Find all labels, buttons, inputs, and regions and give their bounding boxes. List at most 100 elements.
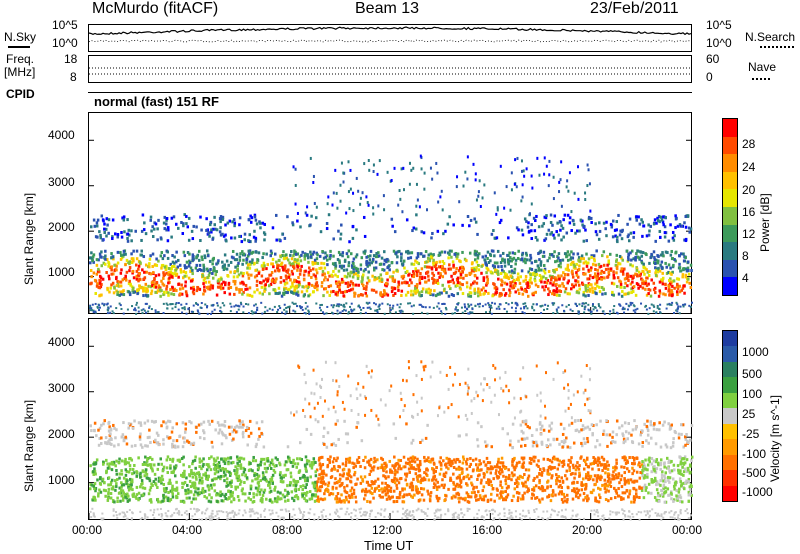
velocity-cell [214, 459, 218, 463]
power-cell [141, 286, 145, 290]
power-cell [516, 156, 519, 160]
power-cell [653, 258, 657, 262]
power-cell [171, 303, 174, 306]
power-cell [477, 268, 481, 272]
power-cell [184, 271, 188, 275]
power-cell [349, 305, 352, 308]
velocity-cell [139, 485, 142, 489]
power-cell [652, 304, 655, 307]
power-cell [600, 286, 604, 290]
power-cell [406, 269, 409, 273]
velocity-cell [575, 515, 578, 518]
power-cell [538, 274, 542, 278]
power-cell [278, 291, 281, 295]
velocity-cell [569, 459, 572, 463]
power-cell [585, 261, 589, 265]
power-cell [474, 220, 478, 224]
velocity-cell [280, 497, 283, 501]
velocity-cell [515, 478, 518, 482]
power-cell [173, 261, 176, 265]
power-cell [399, 252, 403, 256]
power-cell [667, 288, 671, 292]
power-cell [291, 284, 294, 288]
power-cell [673, 311, 676, 314]
velocity-cell [674, 511, 677, 514]
velocity-cell [510, 511, 513, 514]
power-cell [592, 254, 596, 258]
velocity-cell [150, 457, 154, 461]
velocity-cell [219, 477, 222, 481]
power-cb-tick-12: 12 [742, 227, 756, 241]
velocity-cell [459, 480, 463, 484]
power-cell [577, 267, 581, 271]
power-cell [465, 259, 468, 263]
power-cell [443, 287, 446, 291]
power-cell [565, 305, 568, 308]
velocity-cell [676, 468, 680, 472]
power-cell [131, 271, 134, 275]
velocity-cell [513, 482, 517, 486]
power-cell [339, 232, 343, 236]
power-cell [641, 286, 645, 290]
power-cell [619, 280, 623, 284]
velocity-cell [488, 461, 492, 465]
power-cell [246, 254, 250, 258]
velocity-cell [460, 512, 463, 515]
power-cell [488, 303, 491, 306]
power-cell [609, 267, 613, 271]
power-cell [582, 257, 585, 261]
power-cell [103, 227, 106, 231]
velocity-ytick-2000: 2000 [48, 427, 75, 441]
velocity-cell [492, 518, 495, 521]
power-cell [152, 283, 156, 287]
power-cell [355, 253, 359, 257]
power-cell [477, 194, 480, 198]
power-cell [481, 255, 485, 259]
power-cell [639, 272, 642, 276]
power-cell [650, 252, 653, 256]
power-cell [261, 267, 265, 271]
power-cell [357, 304, 360, 307]
power-cell [142, 294, 145, 298]
power-cell [455, 185, 458, 189]
cpid-program: normal (fast) 151 RF [94, 94, 219, 109]
power-cell [238, 305, 241, 308]
power-cell [248, 260, 252, 264]
power-cell [223, 291, 226, 295]
velocity-cell [335, 459, 338, 463]
power-cell [135, 274, 139, 278]
power-cell [275, 277, 278, 281]
power-cell [390, 290, 394, 294]
velocity-cell [143, 461, 146, 465]
power-cell [138, 284, 141, 288]
velocity-cell [567, 463, 570, 467]
velocity-cell [202, 457, 205, 461]
power-cell [291, 272, 294, 276]
velocity-cell [338, 497, 341, 501]
power-cell [464, 310, 467, 313]
velocity-cell [336, 456, 339, 460]
power-cell [631, 302, 634, 305]
velocity-cell [420, 493, 424, 497]
power-cell [413, 286, 417, 290]
velocity-cell [268, 509, 271, 512]
power-cell [469, 286, 472, 290]
power-cell [597, 262, 601, 266]
velocity-cell [352, 466, 355, 470]
velocity-cell [97, 492, 100, 496]
velocity-cell [527, 509, 530, 512]
velocity-cell [317, 518, 320, 521]
velocity-cell [677, 518, 680, 521]
power-cell [593, 259, 596, 263]
power-cell [292, 290, 296, 294]
power-cell [590, 254, 593, 258]
power-cell [415, 274, 419, 278]
power-cell [442, 269, 446, 273]
power-cell [187, 264, 191, 268]
velocity-cell [212, 457, 216, 461]
velocity-cell [198, 509, 201, 512]
velocity-cell [562, 463, 566, 467]
power-cell [282, 279, 286, 283]
power-cell [283, 254, 287, 258]
power-cell [255, 283, 259, 287]
